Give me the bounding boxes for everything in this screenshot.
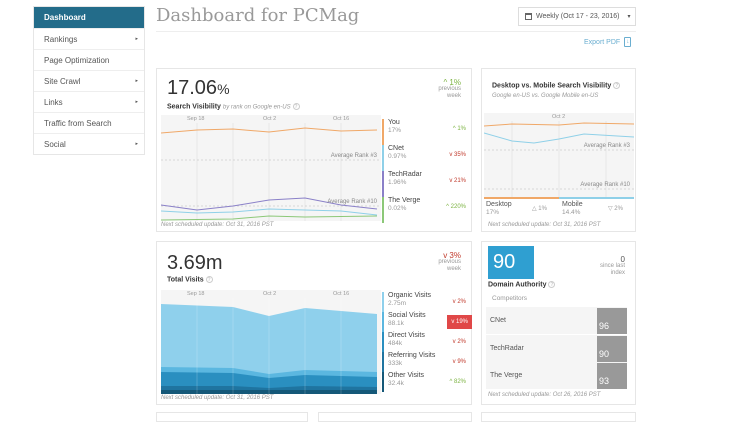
search-visibility-chart[interactable]: Sep 18 Oct 2 Oct 16 Average Rank #3 Aver… bbox=[160, 115, 381, 221]
sidebar-item-rankings[interactable]: Rankings ▸ bbox=[34, 28, 144, 49]
chevron-right-icon: ▸ bbox=[135, 36, 138, 42]
mobile-bar bbox=[559, 197, 634, 199]
date-range-select[interactable]: Weekly (Oct 17 - 23, 2016) ▾ bbox=[518, 7, 636, 26]
sidebar-item-traffic-from-search[interactable]: Traffic from Search bbox=[34, 112, 144, 133]
calendar-icon bbox=[525, 13, 532, 20]
chevron-down-icon: ▾ bbox=[627, 14, 631, 20]
competitor-row[interactable]: The Verge 93 bbox=[486, 362, 627, 389]
chevron-right-icon: ▸ bbox=[135, 99, 138, 105]
card-stub bbox=[156, 412, 308, 422]
sidebar-nav: Dashboard Rankings ▸ Page Optimization Si… bbox=[33, 6, 145, 155]
legend-item[interactable]: Other Visits 32.4k ^ 82% bbox=[382, 372, 470, 392]
sidebar-item-page-optimization[interactable]: Page Optimization bbox=[34, 49, 144, 70]
desktop-mobile-title: Desktop vs. Mobile Search Visibility ? bbox=[492, 82, 621, 90]
mobile-stat: Mobile 14.4% bbox=[562, 201, 583, 216]
desktop-stat: Desktop 17% bbox=[486, 201, 512, 216]
desktop-mobile-card: Desktop vs. Mobile Search Visibility ? G… bbox=[481, 68, 636, 232]
export-pdf-button[interactable]: Export PDF ↓ bbox=[584, 37, 632, 47]
search-visibility-value: 17.06% bbox=[167, 77, 230, 99]
update-note: Next scheduled update: Oct 31, 2016 PST bbox=[161, 222, 274, 228]
legend-item[interactable]: TechRadar 1.96% v 21% bbox=[382, 171, 470, 197]
search-visibility-legend: You 17% ^ 1% CNet 0.97% v 35% TechRadar 1.96%… bbox=[382, 119, 470, 223]
domain-authority-card: 90 Domain Authority ? 0 since last index… bbox=[481, 241, 636, 405]
domain-authority-score: 90 bbox=[488, 246, 534, 279]
help-icon[interactable]: ? bbox=[292, 103, 300, 110]
help-icon[interactable]: ? bbox=[548, 281, 556, 288]
total-visits-chart[interactable]: Sep 18 Oct 2 Oct 16 bbox=[161, 290, 381, 394]
desktop-bar bbox=[484, 197, 559, 199]
alert-badge: v 19% bbox=[447, 315, 472, 329]
legend-item[interactable]: Organic Visits 2.75m v 2% bbox=[382, 292, 470, 312]
download-icon: ↓ bbox=[624, 37, 632, 47]
page-title: Dashboard for PCMag bbox=[156, 5, 360, 26]
search-visibility-label: Search Visibility by rank on Google en-U… bbox=[167, 103, 300, 111]
sidebar-item-dashboard[interactable]: Dashboard bbox=[34, 7, 144, 28]
total-visits-change: v 3% previous week bbox=[438, 251, 461, 273]
legend-item[interactable]: The Verge 0.02% ^ 220% bbox=[382, 197, 470, 223]
legend-item[interactable]: CNet 0.97% v 35% bbox=[382, 145, 470, 171]
legend-item[interactable]: Social Visits 88.1k v 19% bbox=[382, 312, 472, 332]
card-stub bbox=[318, 412, 472, 422]
card-stub bbox=[481, 412, 636, 422]
total-visits-card: 3.69m Total Visits ? v 3% previous week … bbox=[156, 241, 472, 405]
search-visibility-card: 17.06% Search Visibility by rank on Goog… bbox=[156, 68, 472, 232]
sidebar-item-links[interactable]: Links ▸ bbox=[34, 91, 144, 112]
sidebar-item-social[interactable]: Social ▸ bbox=[34, 133, 144, 154]
legend-item[interactable]: Direct Visits 484k v 2% bbox=[382, 332, 470, 352]
desktop-mobile-chart[interactable]: Oct 2 Average Rank #3 Average Rank #10 bbox=[483, 113, 635, 197]
legend-item[interactable]: You 17% ^ 1% bbox=[382, 119, 470, 145]
legend-item[interactable]: Referring Visits 333k v 9% bbox=[382, 352, 470, 372]
total-visits-legend: Organic Visits 2.75m v 2% Social Visits 88.… bbox=[382, 292, 472, 392]
chevron-right-icon: ▸ bbox=[135, 78, 138, 84]
total-visits-value: 3.69m bbox=[167, 252, 223, 274]
competitor-row[interactable]: CNet 96 bbox=[486, 307, 627, 334]
sidebar-item-site-crawl[interactable]: Site Crawl ▸ bbox=[34, 70, 144, 91]
competitor-row[interactable]: TechRadar 90 bbox=[486, 335, 627, 362]
help-icon[interactable]: ? bbox=[613, 82, 621, 89]
chevron-right-icon: ▸ bbox=[135, 141, 138, 147]
help-icon[interactable]: ? bbox=[205, 276, 213, 283]
search-visibility-change: ^ 1% previous week bbox=[438, 78, 461, 100]
title-divider bbox=[156, 31, 636, 32]
